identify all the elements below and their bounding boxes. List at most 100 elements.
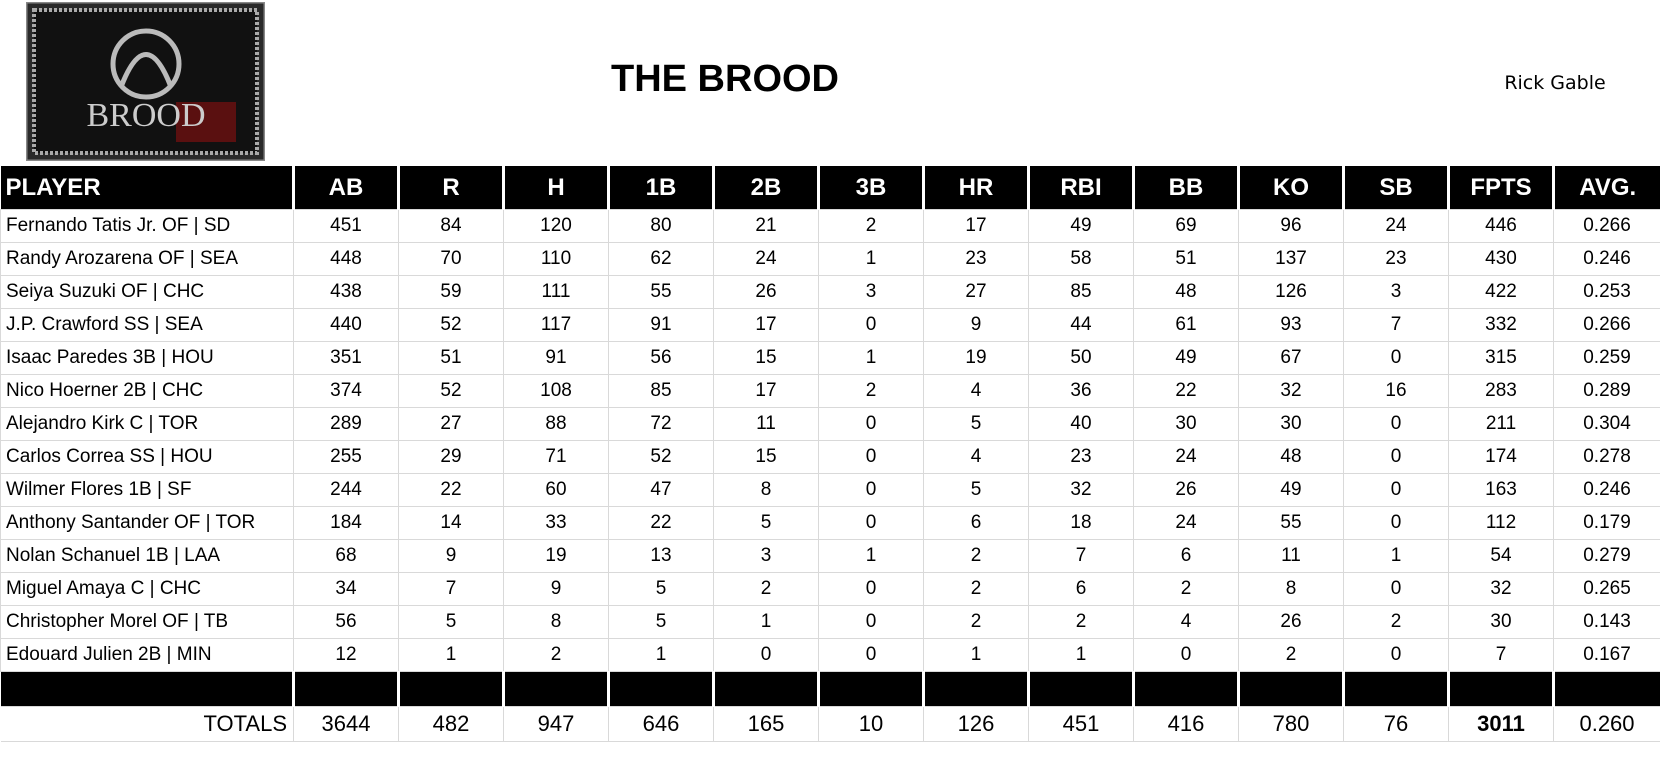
separator-cell [817, 671, 924, 707]
cell: 12 [293, 638, 399, 672]
separator-cell [607, 671, 714, 707]
cell: 184 [293, 506, 399, 540]
cell: 52 [398, 308, 504, 342]
cell: 13 [608, 539, 714, 573]
cell: 0 [818, 308, 924, 342]
cell: 430 [1448, 242, 1554, 276]
cell: 30 [1238, 407, 1344, 441]
cell: 18 [1028, 506, 1134, 540]
cell: 5 [608, 605, 714, 639]
cell: Edouard Julien 2B | MIN [0, 638, 294, 672]
cell: 8 [1238, 572, 1344, 606]
row: Alejandro Kirk C | TOR 289 27 88 72 11 0 5 40 30 3… [0, 407, 1660, 441]
cell: 5 [923, 407, 1029, 441]
cell: 50 [1028, 341, 1134, 375]
cell: 88 [503, 407, 609, 441]
cell: 54 [1448, 539, 1554, 573]
cell: 0.266 [1553, 209, 1660, 243]
cell: 1 [608, 638, 714, 672]
cell: 440 [293, 308, 399, 342]
cell: 61 [1133, 308, 1239, 342]
cell: 93 [1238, 308, 1344, 342]
cell: 29 [398, 440, 504, 474]
cell: 1 [398, 638, 504, 672]
total-cell: 76 [1343, 706, 1449, 742]
cell: 85 [1028, 275, 1134, 309]
cell: 5 [713, 506, 819, 540]
separator-cell [1342, 671, 1449, 707]
column-header: RBI [1027, 166, 1134, 210]
row: Seiya Suzuki OF | CHC 438 59 111 55 26 3 27 85 48… [0, 275, 1660, 309]
cell: Carlos Correa SS | HOU [0, 440, 294, 474]
column-header: H [502, 166, 609, 210]
cell: 1 [1028, 638, 1134, 672]
cell: 33 [503, 506, 609, 540]
cell: 5 [398, 605, 504, 639]
cell: 2 [923, 605, 1029, 639]
separator-row [0, 671, 1660, 707]
cell: 48 [1133, 275, 1239, 309]
cell: 0.266 [1553, 308, 1660, 342]
cell: 27 [398, 407, 504, 441]
cell: 32 [1448, 572, 1554, 606]
cell: 3 [713, 539, 819, 573]
cell: Christopher Morel OF | TB [0, 605, 294, 639]
cell: Nolan Schanuel 1B | LAA [0, 539, 294, 573]
column-header: AB [292, 166, 399, 210]
cell: 0 [1343, 506, 1449, 540]
cell: 244 [293, 473, 399, 507]
cell: 67 [1238, 341, 1344, 375]
cell: 91 [608, 308, 714, 342]
cell: 24 [1133, 506, 1239, 540]
cell: 24 [1343, 209, 1449, 243]
cell: 0 [1133, 638, 1239, 672]
cell: 32 [1238, 374, 1344, 408]
total-cell: 3011 [1448, 706, 1554, 742]
column-header: BB [1132, 166, 1239, 210]
cell: 23 [1028, 440, 1134, 474]
cell: 4 [1133, 605, 1239, 639]
total-cell: 947 [503, 706, 609, 742]
column-header: FPTS [1447, 166, 1554, 210]
cell: 2 [818, 374, 924, 408]
separator-cell [0, 671, 294, 707]
cell: 2 [713, 572, 819, 606]
cell: 112 [1448, 506, 1554, 540]
cell: 7 [1028, 539, 1134, 573]
cell: 62 [608, 242, 714, 276]
cell: 6 [923, 506, 1029, 540]
cell: 448 [293, 242, 399, 276]
cell: 34 [293, 572, 399, 606]
cell: 58 [1028, 242, 1134, 276]
cell: 351 [293, 341, 399, 375]
cell: 108 [503, 374, 609, 408]
cell: 0.179 [1553, 506, 1660, 540]
cell: 56 [608, 341, 714, 375]
cell: 44 [1028, 308, 1134, 342]
total-cell: 416 [1133, 706, 1239, 742]
cell: 24 [713, 242, 819, 276]
cell: 289 [293, 407, 399, 441]
cell: 0.253 [1553, 275, 1660, 309]
cell: 47 [608, 473, 714, 507]
cell: 163 [1448, 473, 1554, 507]
cell: 9 [398, 539, 504, 573]
cell: 0 [1343, 440, 1449, 474]
logo: BROOD [26, 2, 265, 161]
row: Christopher Morel OF | TB 56 5 8 5 1 0 2 2 4 26 2 30… [0, 605, 1660, 639]
cell: 0 [1343, 407, 1449, 441]
cell: Seiya Suzuki OF | CHC [0, 275, 294, 309]
cell: 0 [818, 605, 924, 639]
cell: 30 [1133, 407, 1239, 441]
separator-cell [1132, 671, 1239, 707]
total-cell: TOTALS [0, 706, 294, 742]
cell: 0 [818, 638, 924, 672]
separator-cell [292, 671, 399, 707]
cell: 6 [1028, 572, 1134, 606]
cell: 446 [1448, 209, 1554, 243]
cell: Miguel Amaya C | CHC [0, 572, 294, 606]
total-cell: 646 [608, 706, 714, 742]
cell: 2 [1238, 638, 1344, 672]
cell: 0 [1343, 341, 1449, 375]
cell: Randy Arozarena OF | SEA [0, 242, 294, 276]
